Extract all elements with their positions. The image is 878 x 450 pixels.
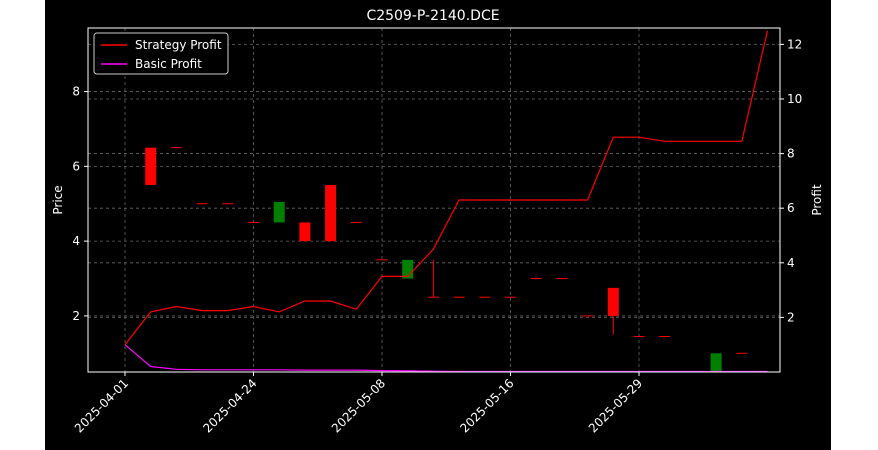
right-tick-label-12: 12 — [787, 37, 802, 51]
profit-lines — [124, 30, 769, 373]
legend: Strategy Profit Basic Profit — [93, 32, 229, 75]
candle-19 — [607, 287, 619, 316]
plot-frame — [87, 27, 781, 373]
right-tick-label-8: 8 — [787, 147, 795, 161]
candles — [145, 147, 748, 372]
candle-11 — [402, 259, 414, 279]
legend-box — [93, 32, 229, 75]
right-axis: 2 4 6 8 10 12 — [780, 37, 802, 324]
left-axis-label: Price — [51, 185, 65, 214]
candle-6 — [273, 201, 285, 223]
chart-title: C2509-P-2140.DCE — [366, 8, 499, 24]
x-tick-label-0: 2025-04-01 — [72, 376, 131, 435]
right-tick-label-4: 4 — [787, 256, 795, 270]
left-tick-label-8: 8 — [72, 85, 80, 99]
candle-8 — [325, 185, 337, 242]
x-tick-label-15: 2025-05-16 — [457, 376, 516, 435]
candle-23 — [710, 353, 722, 372]
x-tick-label-20: 2025-05-29 — [586, 376, 645, 435]
chart-figure: C2509-P-2140.DCE 2 4 6 8 2 4 6 8 10 12 2025-04-0… — [45, 0, 831, 450]
candle-7 — [299, 222, 311, 242]
legend-label-basic: Basic Profit — [135, 57, 202, 71]
left-axis: 2 4 6 8 — [72, 85, 88, 323]
chart-svg: C2509-P-2140.DCE 2 4 6 8 2 4 6 8 10 12 2025-04-0… — [51, 8, 824, 435]
left-tick-label-2: 2 — [72, 309, 80, 323]
series-line-0 — [124, 30, 769, 346]
left-tick-label-6: 6 — [72, 159, 80, 173]
x-tick-label-10: 2025-05-08 — [329, 376, 388, 435]
series-line-1 — [124, 344, 768, 373]
x-axis: 2025-04-01 2025-04-24 2025-05-08 2025-05-16… — [72, 372, 645, 435]
legend-label-strategy: Strategy Profit — [135, 38, 222, 52]
candle-1 — [145, 147, 157, 186]
x-tick-label-5: 2025-04-24 — [200, 376, 259, 435]
right-tick-label-2: 2 — [787, 310, 795, 324]
right-tick-label-6: 6 — [787, 201, 795, 215]
right-axis-label: Profit — [810, 184, 824, 216]
right-tick-label-10: 10 — [787, 92, 802, 106]
grid — [88, 28, 780, 372]
left-tick-label-4: 4 — [72, 234, 80, 248]
